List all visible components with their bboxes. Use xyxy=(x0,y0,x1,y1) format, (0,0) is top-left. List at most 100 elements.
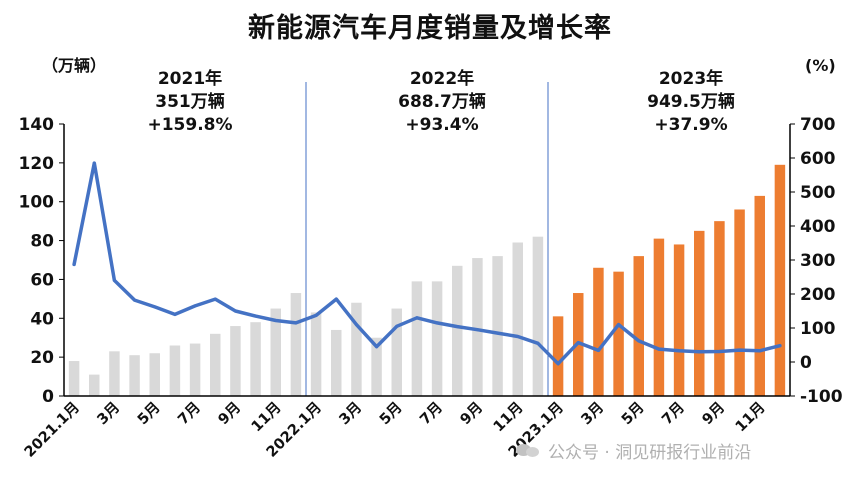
growth-rate-point xyxy=(596,348,600,352)
sales-bar xyxy=(431,281,443,396)
sales-bar xyxy=(411,281,423,396)
sales-bar xyxy=(290,293,302,396)
annotation-2021: 2021年 351万辆 +159.8% xyxy=(105,68,275,137)
annotation-2022-year: 2022年 xyxy=(409,69,475,89)
growth-rate-point xyxy=(153,305,157,309)
sales-bar xyxy=(351,302,362,396)
growth-rate-point xyxy=(697,350,701,354)
growth-rate-point xyxy=(657,347,661,351)
left-y-tick-label: 0 xyxy=(42,387,54,407)
annotation-2022: 2022年 688.7万辆 +93.4% xyxy=(357,68,527,137)
sales-bar xyxy=(149,353,160,396)
annotation-2021-growth: +159.8% xyxy=(147,115,233,135)
sales-bar xyxy=(633,256,644,396)
left-y-tick-label: 80 xyxy=(30,232,54,252)
growth-rate-point xyxy=(475,328,479,332)
x-tick-label: 11月 xyxy=(732,399,769,436)
left-y-tick-label: 120 xyxy=(19,154,55,174)
growth-rate-point xyxy=(233,309,237,313)
growth-rate-point xyxy=(354,323,358,327)
right-y-tick-label: 0 xyxy=(800,353,812,373)
sales-bar xyxy=(734,209,745,396)
growth-rate-point xyxy=(455,325,459,329)
right-y-tick-label: 700 xyxy=(800,115,836,135)
sales-bar xyxy=(371,337,382,396)
growth-rate-point xyxy=(254,314,258,318)
x-tick-label: 3月 xyxy=(94,399,123,428)
growth-rate-point xyxy=(637,339,641,343)
chart-title: 新能源汽车月度销量及增长率 xyxy=(248,13,612,44)
sales-bar xyxy=(512,242,523,396)
x-tick-label: 5月 xyxy=(134,399,163,428)
right-y-tick-label: 100 xyxy=(800,319,836,339)
x-tick-label: 11月 xyxy=(248,399,285,436)
x-tick-label: 9月 xyxy=(699,399,728,428)
sales-bar xyxy=(89,374,100,396)
left-y-tick-label: 140 xyxy=(19,115,55,135)
sales-bar xyxy=(754,195,765,396)
x-tick-label: 11月 xyxy=(490,399,527,436)
growth-rate-point xyxy=(334,297,338,301)
growth-rate-point xyxy=(314,313,318,317)
sales-bar xyxy=(391,308,402,396)
sales-bar xyxy=(331,329,342,396)
sales-bar xyxy=(189,343,201,396)
annotation-2023-growth: +37.9% xyxy=(654,115,728,135)
x-tick-label: 3月 xyxy=(336,399,365,428)
right-y-tick-label: 300 xyxy=(800,251,836,271)
watermark: 公众号 · 洞见研报行业前沿 xyxy=(516,438,751,463)
annotation-2022-growth: +93.4% xyxy=(405,115,479,135)
growth-rate-point xyxy=(576,341,580,345)
right-y-tick-label: 200 xyxy=(800,285,836,305)
growth-rate-point xyxy=(213,297,217,301)
x-tick-label: 3月 xyxy=(578,399,607,428)
growth-rate-point xyxy=(193,304,197,308)
x-tick-label: 7月 xyxy=(175,399,204,428)
sales-bar xyxy=(230,326,241,396)
growth-rate-point xyxy=(496,331,500,335)
sales-bar xyxy=(653,238,665,396)
sales-bar xyxy=(310,312,322,396)
x-tick-label: 2021.1月 xyxy=(21,399,83,461)
growth-rate-point xyxy=(536,341,540,345)
growth-rate-point xyxy=(112,278,116,282)
sales-bar xyxy=(714,221,725,396)
growth-rate-point xyxy=(294,321,298,325)
x-tick-label: 9月 xyxy=(215,399,244,428)
sales-bar xyxy=(270,308,281,396)
left-y-tick-label: 20 xyxy=(30,348,54,368)
sales-bar xyxy=(68,361,80,396)
right-y-tick-label: -100 xyxy=(800,387,843,407)
sales-bar xyxy=(613,271,624,396)
growth-rate-point xyxy=(778,344,782,348)
wechat-icon xyxy=(516,442,542,460)
annotation-2021-year: 2021年 xyxy=(157,69,223,89)
annotation-2023-total: 949.5万辆 xyxy=(647,92,735,112)
sales-bar xyxy=(250,322,261,396)
sales-bar xyxy=(210,333,221,396)
right-y-tick-label: 400 xyxy=(800,217,836,237)
growth-rate-point xyxy=(556,362,560,366)
growth-rate-point xyxy=(92,161,96,165)
sales-bar xyxy=(169,345,181,396)
annotation-2022-total: 688.7万辆 xyxy=(398,92,486,112)
watermark-text: 公众号 · 洞见研报行业前沿 xyxy=(548,443,752,463)
x-tick-label: 7月 xyxy=(417,399,446,428)
sales-bar xyxy=(109,351,120,396)
growth-rate-point xyxy=(415,316,419,320)
sales-bar xyxy=(694,230,705,396)
sales-bar xyxy=(552,316,564,396)
left-y-tick-label: 40 xyxy=(30,309,54,329)
sales-bar xyxy=(452,265,463,396)
annotation-2023: 2023年 949.5万辆 +37.9% xyxy=(606,68,776,137)
growth-rate-point xyxy=(72,262,76,266)
growth-rate-point xyxy=(516,335,520,338)
growth-rate-point xyxy=(274,319,278,323)
x-tick-label: 9月 xyxy=(457,399,486,428)
x-tick-label: 5月 xyxy=(376,399,405,428)
growth-rate-line xyxy=(72,161,782,366)
growth-rate-point xyxy=(677,349,681,353)
growth-rate-point xyxy=(758,349,762,353)
left-y-tick-label: 100 xyxy=(19,193,55,213)
sales-bar xyxy=(129,355,140,396)
